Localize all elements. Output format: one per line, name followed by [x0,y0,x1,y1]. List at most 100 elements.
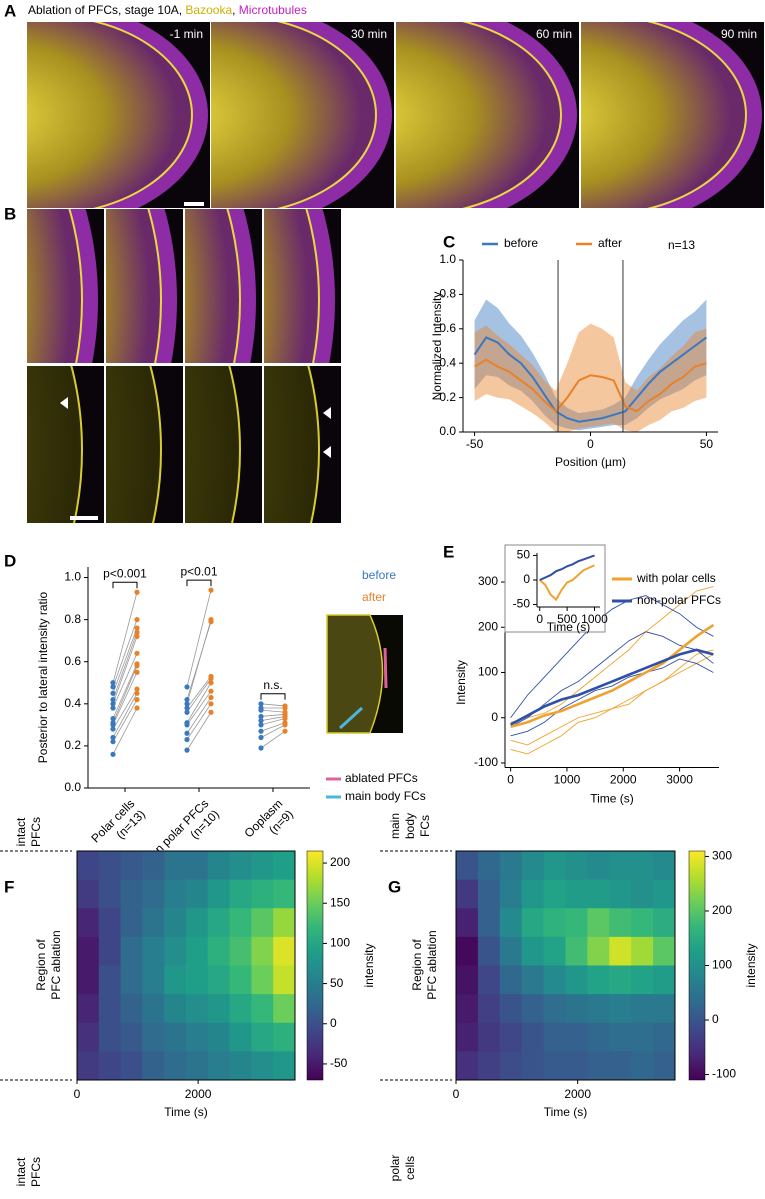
heatmap-frame [455,850,676,1081]
point [258,718,264,724]
x-axis-label: Time (s) [544,1105,588,1119]
pair-line [186,690,212,726]
pair-line [260,716,286,722]
heatmap-cell [207,965,230,995]
region-label: Region of PFC ablation [34,930,63,999]
region-label-line: PFCs [29,1157,43,1187]
heatmap-cell [653,851,676,881]
heatmap-cell [565,1022,588,1052]
heatmap-cell [653,1022,676,1052]
heatmap-cell [98,879,121,909]
heatmap-cell [98,965,121,995]
region-label-line: FCs [418,815,432,837]
pair-line [112,688,138,730]
colorbar [688,850,706,1081]
heatmap-cell [77,965,100,995]
significance-bracket [112,581,138,589]
y-tick-label: 0 [491,710,498,724]
point [208,688,214,694]
heatmap-cell [273,965,296,995]
point [258,734,264,741]
error-band [474,299,707,431]
oocyte [581,22,747,208]
x-axis-label: Time (s) [164,1105,208,1119]
category-label: Ooplasm(n=9) [242,796,296,840]
heatmap-cell [251,965,274,995]
heatmap-cell [229,908,252,938]
legend-label: after [362,590,386,604]
colorbar-tick-label: 0 [330,1016,337,1030]
heatmap-cell [273,879,296,909]
point [134,625,140,631]
point [208,709,214,715]
panel-label: A [4,1,16,20]
heatmap-cell [98,936,121,966]
heatmap-cell [477,994,501,1024]
panel-label: F [4,877,14,896]
pair-line [112,653,138,709]
microscopy-image [27,366,104,523]
heatmap-cell [456,1022,479,1052]
region-label-line: intact [14,817,28,846]
heatmap-cell [273,1022,296,1052]
heatmap-cell [456,936,479,966]
y-tick-label: 0.8 [64,612,81,626]
colorbar-tick-label: 200 [330,855,350,869]
inset-box [504,544,606,633]
heatmap-cell [186,1051,209,1081]
microscopy-image [396,22,579,208]
y-tick-label: 1.0 [439,252,456,266]
pair-line [112,632,138,700]
heatmap-cell [273,908,296,938]
heatmap-cell [207,1022,230,1052]
heatmap-cell [499,879,523,909]
time-label: 60 min [536,27,572,41]
panel-label: B [4,204,16,223]
point [208,694,214,701]
heatmap-cell [142,908,165,938]
x-tick-label: 0 [507,773,514,787]
pair-line [186,621,212,700]
point [282,720,288,726]
x-tick-label: 2000 [610,773,637,787]
heatmap-cell [456,994,479,1024]
region-label-line: intact [14,1157,28,1186]
point [184,701,190,707]
point [110,705,116,711]
point [258,713,264,720]
heatmap-cell [120,908,143,938]
heatmap-cell [543,851,566,881]
heatmap-cell [456,908,479,938]
legend-label: before [362,568,396,582]
heatmap-cell [456,965,479,995]
oocyte [27,209,83,363]
heatmap-cell [631,965,654,995]
point [184,720,190,726]
heatmap-cell [273,936,296,966]
colorbar-tick-label: 0 [712,1012,719,1026]
heatmap-cell [273,994,296,1024]
heatmap-cell [587,965,610,995]
significance-label: p<0.01 [180,564,217,578]
heatmap-cell [653,936,676,966]
heatmap-cell [587,851,610,881]
x-tick-label: -50 [466,437,484,451]
point [134,697,140,703]
heatmap-cell [164,851,187,881]
heatmap-cell [565,965,588,995]
heatmap-cell [543,936,566,966]
trace-line [510,654,714,746]
point [208,619,214,625]
heatmap-cell [251,908,274,938]
point [134,686,140,692]
heatmap-cell [499,994,523,1024]
heatmap-cell [609,851,632,881]
legend-label: main body FCs [345,789,426,803]
significance-label: n.s. [263,678,282,692]
heatmap-cell [609,1051,632,1081]
heatmap-cell [631,1051,654,1081]
y-tick-label: 0.0 [64,780,81,794]
y-tick-label: 0.6 [64,654,81,668]
time-label: -1 min [170,27,203,41]
